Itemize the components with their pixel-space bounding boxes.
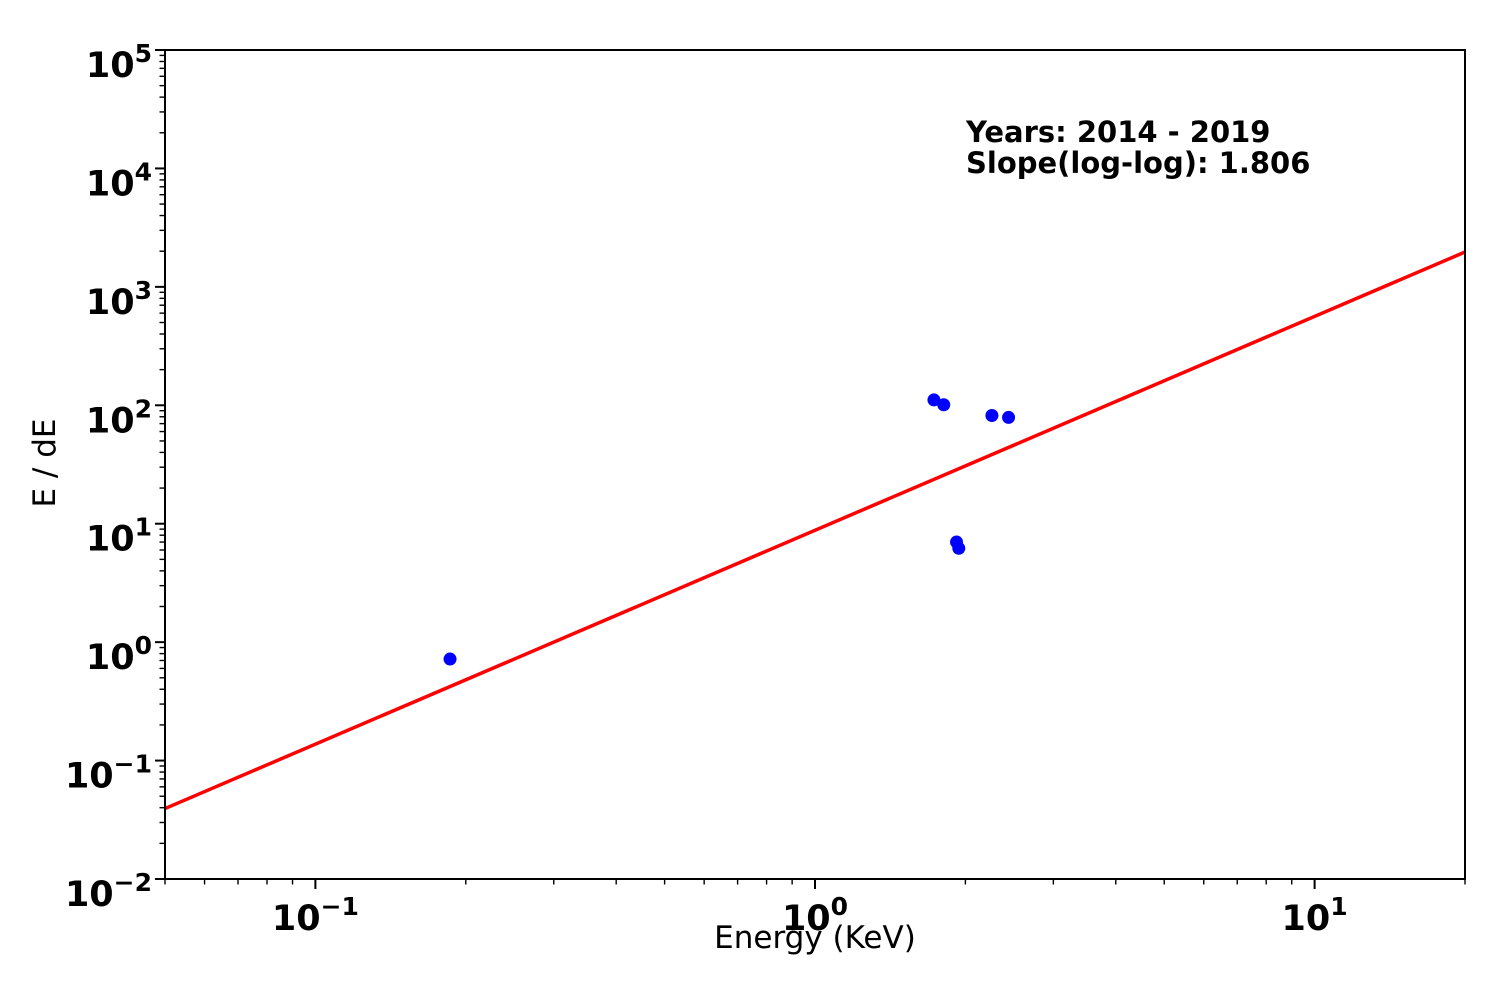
data-point <box>927 393 941 407</box>
y-axis-label: E / dE <box>27 418 63 508</box>
data-point <box>1002 410 1016 424</box>
y-tick-label: 101 <box>86 513 152 560</box>
y-tick-label: 100 <box>86 631 152 678</box>
power-law-fit-line <box>164 250 1466 811</box>
x-tick-label: 10−1 <box>272 892 359 939</box>
annotation-box: Years: 2014 - 2019 Slope(log-log): 1.806 <box>966 117 1310 179</box>
y-tick-label: 10−1 <box>65 750 152 797</box>
data-point <box>985 408 999 422</box>
y-tick-label: 10−2 <box>65 868 152 915</box>
data-point <box>443 652 457 666</box>
y-tick-label: 102 <box>86 394 152 441</box>
x-tick-label: 100 <box>782 892 848 939</box>
y-tick-label: 104 <box>86 157 152 204</box>
data-point <box>937 398 951 412</box>
data-point <box>952 541 966 555</box>
x-axis-label: Energy (KeV) <box>714 920 916 956</box>
annotation-years: Years: 2014 - 2019 <box>966 115 1271 149</box>
y-tick-label: 103 <box>86 276 152 323</box>
annotation-slope: Slope(log-log): 1.806 <box>966 146 1311 180</box>
x-tick-label: 101 <box>1282 892 1348 939</box>
y-tick-label: 105 <box>86 39 152 86</box>
